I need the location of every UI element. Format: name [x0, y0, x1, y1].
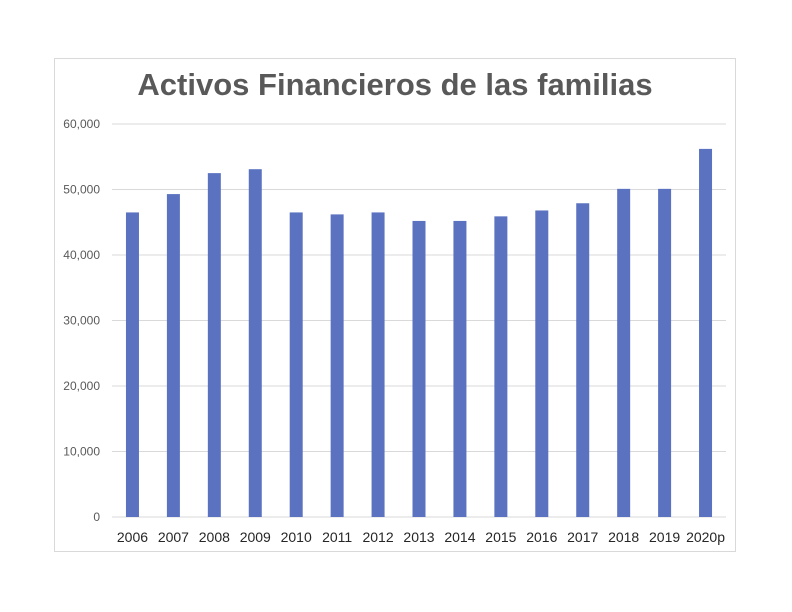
x-tick-label: 2017 [567, 529, 598, 545]
bar-2012 [371, 212, 385, 518]
x-tick-label: 2007 [158, 529, 189, 545]
y-tick-label: 30,000 [63, 314, 100, 328]
bar-2011 [330, 214, 344, 517]
y-axis-ticks: 0 10,000 20,000 30,000 40,000 50,000 60,000 [63, 117, 100, 524]
bar-2007 [166, 194, 180, 517]
x-tick-label: 2016 [526, 529, 557, 545]
x-tick-label: 2019 [649, 529, 680, 545]
x-tick-label: 2012 [362, 529, 393, 545]
bar-2019 [658, 188, 672, 517]
x-tick-label: 2014 [444, 529, 475, 545]
y-tick-label: 20,000 [63, 379, 100, 393]
bar-2013 [412, 220, 426, 517]
bar-2006 [125, 212, 139, 518]
bars [125, 148, 713, 518]
x-tick-label: 2018 [608, 529, 639, 545]
bar-2009 [248, 169, 262, 517]
bar-2017 [576, 203, 590, 517]
x-tick-label: 2008 [199, 529, 230, 545]
x-tick-label: 2013 [403, 529, 434, 545]
x-tick-label: 2020p [686, 529, 725, 545]
y-tick-label: 40,000 [63, 248, 100, 262]
x-axis-ticks: 2006 2007 2008 2009 2010 2011 2012 2013 2014 2015… [117, 529, 725, 545]
x-tick-label: 2006 [117, 529, 148, 545]
x-tick-label: 2009 [240, 529, 271, 545]
chart-title: Activos Financieros de las familias [137, 67, 653, 102]
y-tick-label: 0 [93, 510, 100, 524]
y-tick-label: 10,000 [63, 445, 100, 459]
x-tick-label: 2010 [281, 529, 312, 545]
bar-2016 [535, 210, 549, 517]
bar-2010 [289, 212, 303, 518]
y-tick-label: 50,000 [63, 183, 100, 197]
bar-2015 [494, 216, 508, 518]
x-tick-label: 2015 [485, 529, 516, 545]
y-tick-label: 60,000 [63, 117, 100, 131]
bar-2008 [207, 173, 221, 517]
bar-2014 [453, 220, 467, 517]
bar-2018 [617, 188, 631, 517]
bar-2020p [699, 148, 713, 517]
x-tick-label: 2011 [322, 529, 352, 545]
